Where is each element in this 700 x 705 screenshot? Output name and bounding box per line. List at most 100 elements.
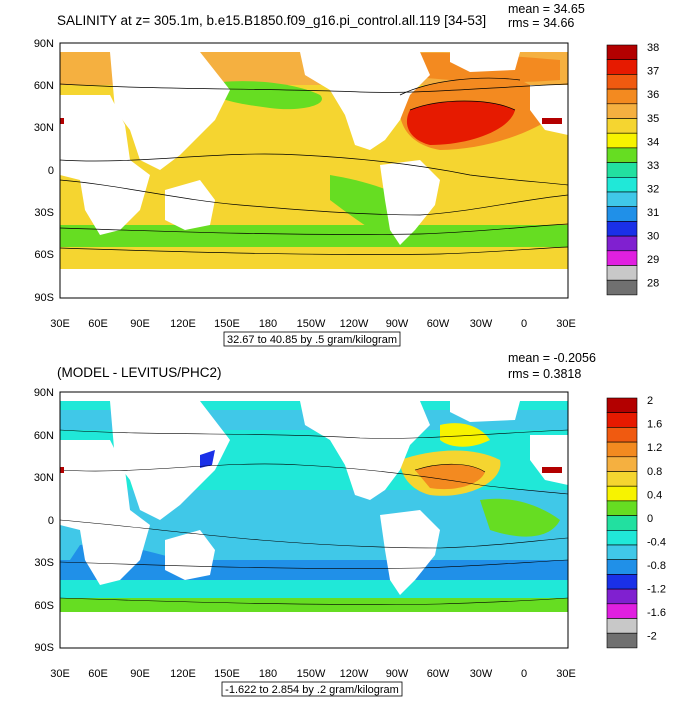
colorbar-label: 33 [647, 160, 659, 172]
x-tick: 120W [340, 668, 369, 680]
south-america-land [380, 160, 440, 245]
africa-land [60, 440, 150, 585]
salinity-colorbar: 38 37 36 35 34 33 32 31 30 29 28 [606, 42, 659, 296]
x-tick: 120W [340, 318, 369, 330]
colorbar-label: 28 [647, 277, 659, 289]
difference-y-axis: 90N 60N 30N 0 30S 60S 90S [34, 387, 54, 654]
antarctica-land [60, 270, 568, 298]
y-tick: 30N [34, 472, 54, 484]
salinity-panel: SALINITY at z= 305.1m, b.e15.B1850.f09_g… [34, 2, 659, 347]
antarctica-land [60, 620, 568, 648]
colorbar-swatch [606, 544, 638, 560]
colorbar-label: 0.4 [647, 489, 662, 501]
difference-colorbar: 2 1.6 1.2 0.8 0.4 0 -0.4 -0.8 -1.2 -1.6 -2 [606, 395, 666, 649]
x-tick: 90W [386, 668, 409, 680]
colorbar-swatch [606, 603, 638, 619]
colorbar-label: 30 [647, 230, 659, 242]
colorbar-swatch [606, 412, 638, 428]
difference-map [60, 392, 568, 648]
y-tick: 30N [34, 122, 54, 134]
colorbar-swatch [606, 632, 638, 649]
colorbar-label: 38 [647, 42, 659, 54]
colorbar-swatch [606, 529, 638, 546]
x-tick: 150E [214, 318, 240, 330]
colorbar-label: 31 [647, 207, 659, 219]
colorbar-label: 32 [647, 183, 659, 195]
australia-land [165, 180, 215, 230]
salinity-x-axis: 30E 60E 90E 120E 150E 180 150W 120W 90W … [50, 318, 576, 330]
salinity-map [60, 43, 568, 298]
colorbar-swatch [606, 500, 638, 516]
x-tick: 120E [170, 668, 196, 680]
colorbar-label: 0 [647, 513, 653, 525]
colorbar-swatch [606, 235, 638, 252]
y-tick: 60S [34, 600, 54, 612]
colorbar-label: 34 [647, 136, 659, 148]
x-tick: 30E [556, 668, 576, 680]
x-tick: 0 [521, 318, 527, 330]
colorbar-label: 37 [647, 66, 659, 78]
salinity-title: SALINITY at z= 305.1m, b.e15.B1850.f09_g… [57, 13, 486, 28]
difference-panel: (MODEL - LEVITUS/PHC2) mean = -0.2056 rm… [34, 351, 666, 697]
salinity-mean: mean = 34.65 [508, 2, 585, 16]
colorbar-swatch [606, 132, 638, 149]
colorbar-label: 1.2 [647, 442, 662, 454]
y-tick: 0 [48, 515, 54, 527]
difference-x-axis: 30E 60E 90E 120E 150E 180 150W 120W 90W … [50, 668, 576, 680]
colorbar-label: 35 [647, 113, 659, 125]
south-america-land [380, 510, 440, 595]
x-tick: 90W [386, 318, 409, 330]
x-tick: 30E [50, 318, 70, 330]
x-tick: 90E [130, 668, 150, 680]
x-tick: 150E [214, 668, 240, 680]
asia-land [110, 52, 230, 170]
colorbar-swatch [606, 103, 638, 119]
difference-rms: rms = 0.3818 [508, 367, 581, 381]
y-tick: 60N [34, 430, 54, 442]
colorbar-swatch [606, 206, 638, 222]
y-tick: 90N [34, 38, 54, 50]
y-tick: 90N [34, 387, 54, 399]
colorbar-swatch [606, 618, 638, 634]
x-tick: 30E [556, 318, 576, 330]
x-tick: 150W [297, 318, 326, 330]
colorbar-swatch [606, 427, 638, 443]
colorbar-label: -1.6 [647, 607, 666, 619]
colorbar-label: 29 [647, 254, 659, 266]
colorbar-label: -1.2 [647, 583, 666, 595]
x-tick: 60E [88, 668, 108, 680]
x-tick: 60W [427, 668, 450, 680]
colorbar-swatch [606, 441, 638, 458]
x-tick: 150W [297, 668, 326, 680]
y-tick: 90S [34, 642, 54, 654]
difference-title: (MODEL - LEVITUS/PHC2) [57, 365, 222, 380]
southern-ocean-band [60, 225, 568, 247]
colorbar-swatch [606, 59, 638, 75]
salinity-range-box [223, 331, 401, 347]
colorbar-swatch [606, 74, 638, 90]
colorbar-label: -0.8 [647, 560, 666, 572]
x-tick: 60E [88, 318, 108, 330]
x-tick: 180 [259, 668, 277, 680]
asia-land [110, 401, 230, 520]
difference-mean: mean = -0.2056 [508, 351, 596, 365]
colorbar-label: -0.4 [647, 536, 666, 548]
y-tick: 90S [34, 292, 54, 304]
colorbar-swatch [606, 221, 638, 237]
colorbar-swatch [606, 485, 638, 502]
x-tick: 30E [50, 668, 70, 680]
colorbar-swatch [606, 397, 638, 413]
colorbar-label: -2 [647, 630, 657, 642]
salinity-frame [59, 42, 569, 299]
x-tick: 30W [470, 668, 493, 680]
difference-range-label: -1.622 to 2.854 by .2 gram/kilogram [225, 684, 399, 696]
difference-frame [59, 391, 569, 649]
colorbar-swatch [606, 456, 638, 472]
colorbar-swatch [606, 162, 638, 178]
y-tick: 30S [34, 557, 54, 569]
y-tick: 60S [34, 249, 54, 261]
x-tick: 90E [130, 318, 150, 330]
y-tick: 30S [34, 207, 54, 219]
colorbar-swatch [606, 250, 638, 266]
